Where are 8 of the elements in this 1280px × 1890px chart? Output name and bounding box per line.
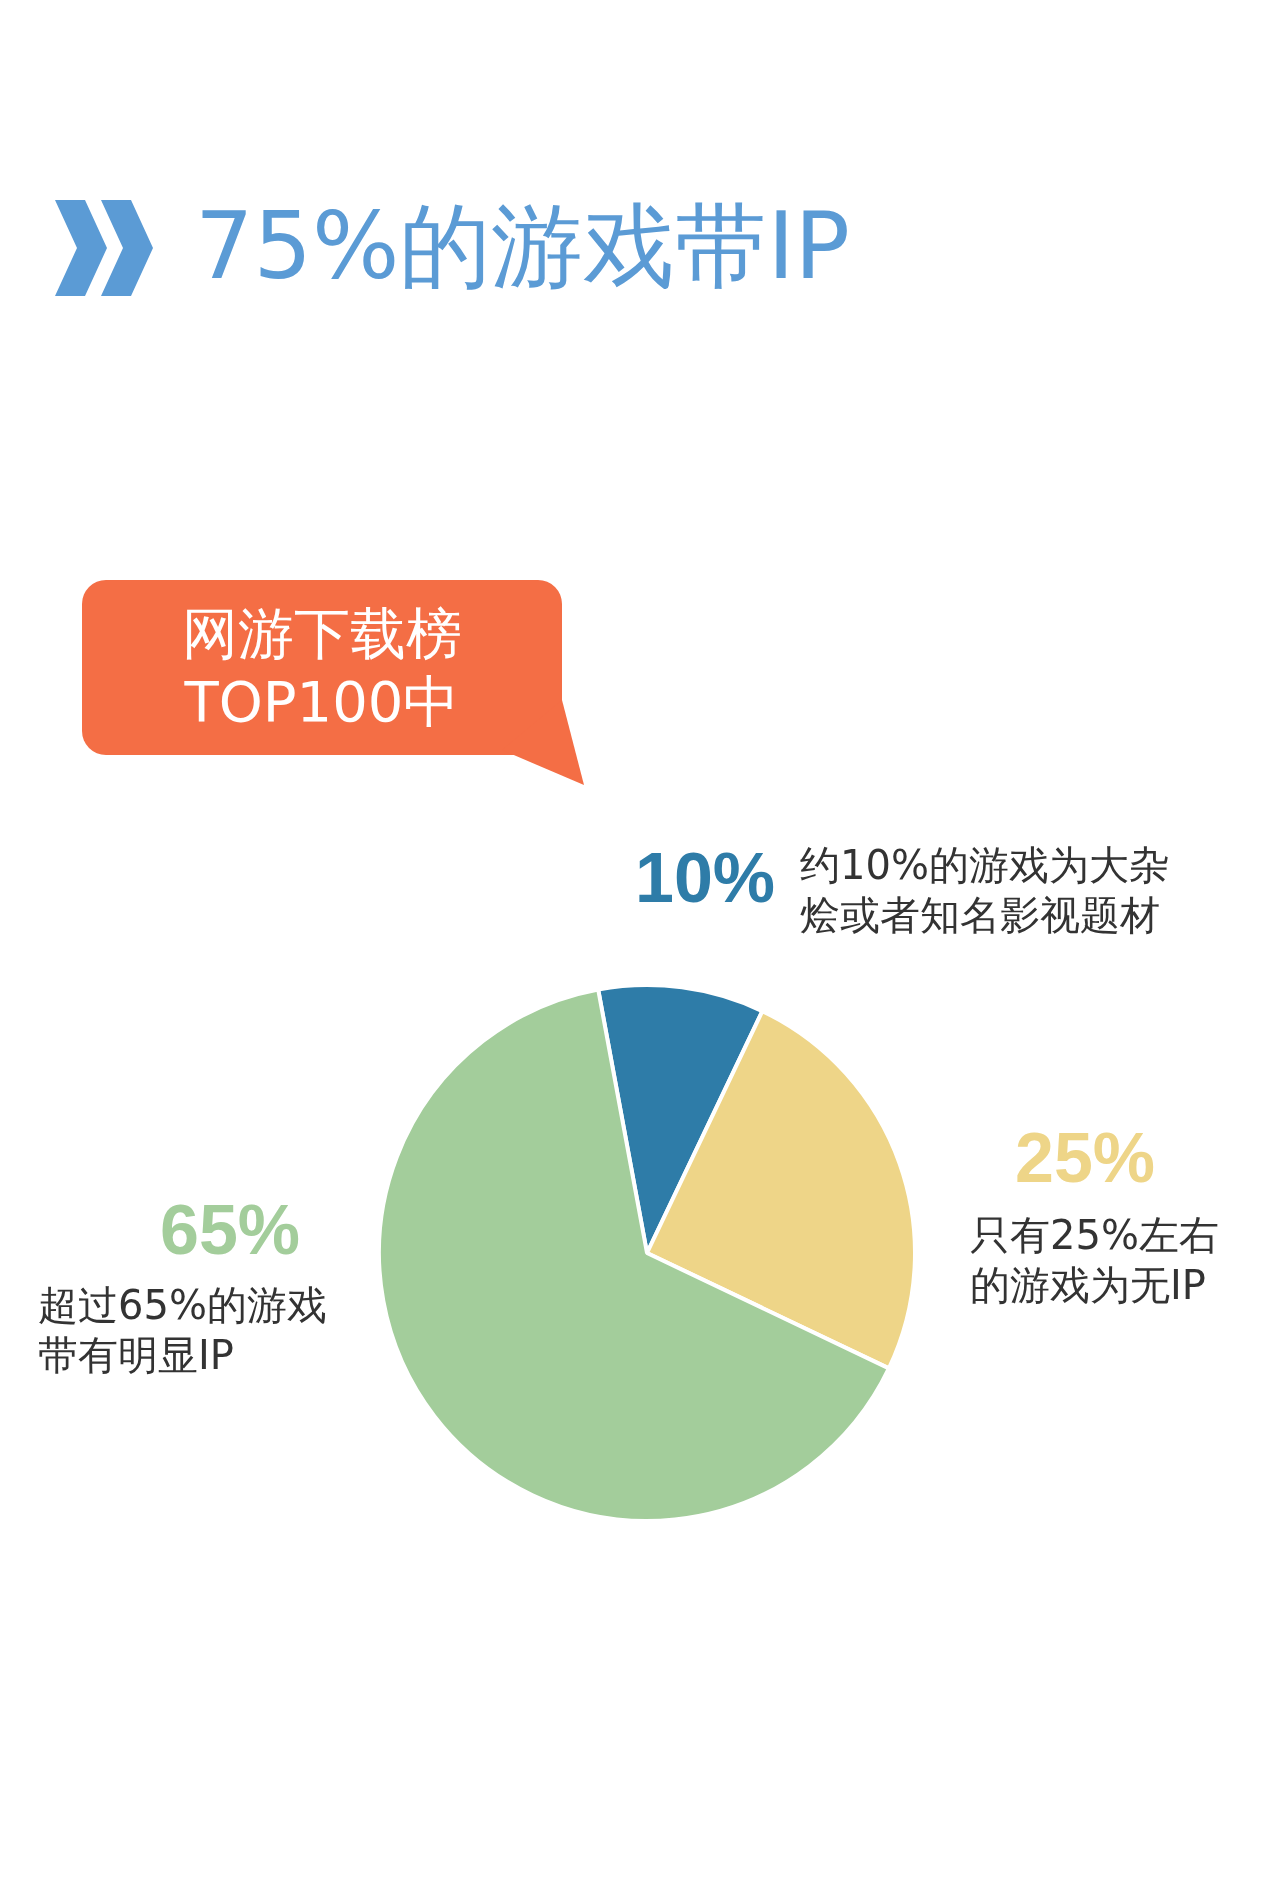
data-label: 25%: [1015, 1118, 1156, 1198]
slice-label: 超过65%的游戏带有明显IP: [38, 1281, 328, 1380]
data-label: 65%: [160, 1190, 301, 1270]
slice-label: 只有25%左右的游戏为无IP: [970, 1211, 1220, 1310]
data-label: 10%: [635, 838, 776, 918]
text: 网游下载榜TOP100中: [181, 600, 463, 736]
slice-label: 约10%的游戏为大杂烩或者知名影视题材: [800, 841, 1170, 940]
chart-title: 75%的游戏带IP: [195, 192, 851, 302]
